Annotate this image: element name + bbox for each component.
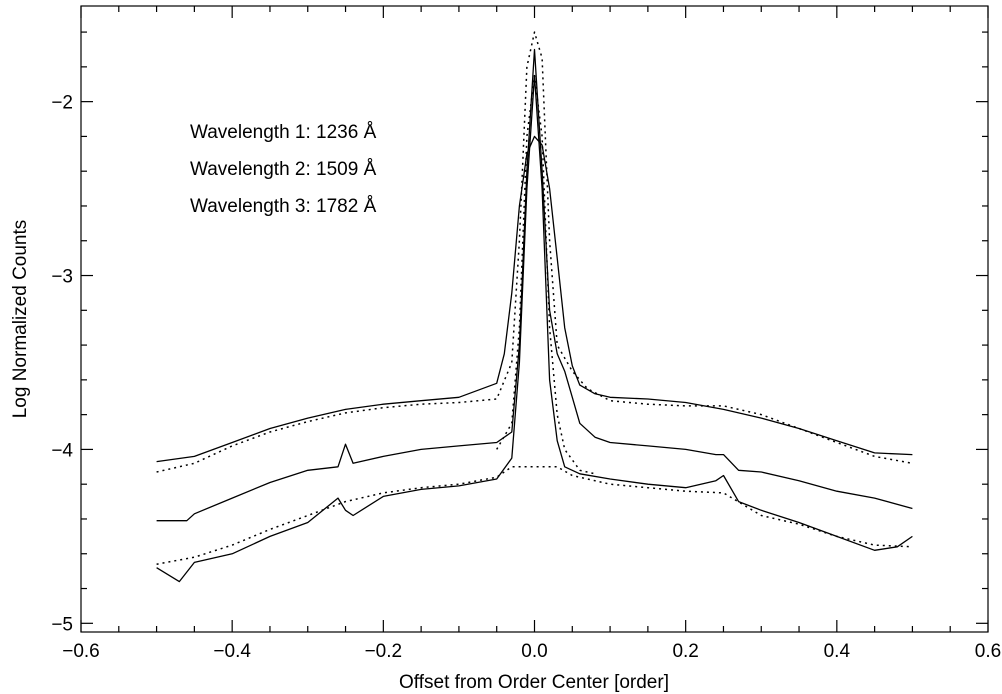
annotations: Wavelength 1: 1236 Å Wavelength 2: 1509 Å…: [190, 122, 377, 217]
series-line-4: [496, 74, 596, 475]
plot-frame: [80, 5, 989, 633]
series-line-2: [156, 31, 913, 473]
y-tick-label: −3: [51, 267, 73, 288]
series-line-5: [156, 74, 913, 583]
y-tick-label: −2: [51, 93, 73, 114]
y-axis-label: Log Normalized Counts: [10, 220, 31, 419]
x-tick-label: 0.0: [521, 641, 547, 662]
series-line-3: [156, 48, 913, 522]
series-group: [156, 31, 913, 583]
y-tick-label: −4: [51, 440, 73, 461]
annotation-wavelength-2: Wavelength 2: 1509 Å: [190, 159, 377, 180]
x-tick-label: 0.2: [672, 641, 698, 662]
x-tick-label: 0.4: [824, 641, 851, 662]
annotation-wavelength-3: Wavelength 3: 1782 Å: [190, 196, 377, 217]
tick-labels: −0.6 −0.4 −0.2 0.0 0.2 0.4 0.6 −5 −4 −3 −2: [51, 93, 1001, 662]
ticks: [80, 6, 989, 632]
annotation-wavelength-1: Wavelength 1: 1236 Å: [190, 122, 377, 143]
x-tick-label: −0.2: [365, 641, 403, 662]
x-tick-label: 0.6: [975, 641, 1001, 662]
series-line-6: [156, 466, 913, 565]
x-tick-label: −0.6: [62, 641, 100, 662]
series-line-1: [156, 135, 913, 463]
x-axis-label: Offset from Order Center [order]: [399, 672, 669, 693]
y-tick-label: −5: [51, 614, 73, 635]
x-tick-label: −0.4: [213, 641, 251, 662]
